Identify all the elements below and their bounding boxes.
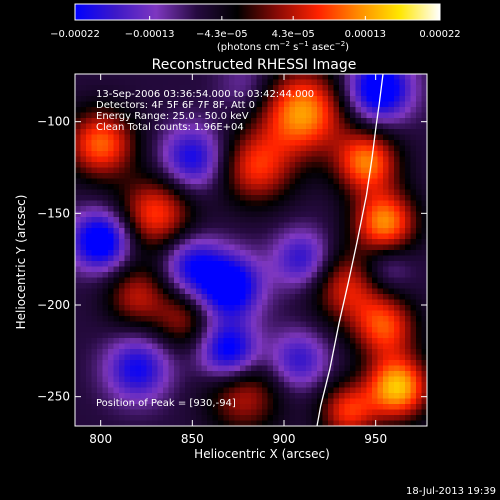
x-tick-label: 800	[89, 432, 112, 446]
solar-limb-curve	[316, 74, 384, 426]
heatmap-image	[75, 74, 427, 426]
chart-title: Reconstructed RHESSI Image	[152, 57, 357, 73]
x-axis-ticks: 800 850 900 950	[89, 74, 387, 446]
colorbar-tick-label: 0.00022	[419, 29, 460, 40]
colorbar-tick-label: −0.00013	[125, 29, 175, 40]
colorbar-gradient	[74, 3, 441, 21]
y-axis-ticks: −100 −150 −200 −250	[37, 115, 427, 404]
x-tick-label: 900	[273, 432, 296, 446]
colorbar-units: (photons cm−2 s−1 asec−2)	[217, 40, 349, 53]
colorbar-tick-label: −4.3e−05	[196, 29, 248, 40]
y-tick-label: −100	[37, 115, 70, 129]
info-total-counts: Clean Total counts: 1.96E+04	[96, 122, 244, 133]
colorbar: −0.00022 −0.00013 −4.3e−05 4.3e−05 0.00013 0.…	[50, 3, 461, 53]
y-tick-label: −250	[37, 390, 70, 404]
y-tick-label: −200	[37, 298, 70, 312]
x-axis-label: Heliocentric X (arcsec)	[194, 447, 330, 461]
plot-frame	[74, 73, 428, 427]
info-detectors: Detectors: 4F 5F 6F 7F 8F, Att 0	[96, 100, 255, 111]
generation-timestamp: 18-Jul-2013 19:39	[406, 486, 496, 497]
observation-info: 13-Sep-2006 03:36:54.000 to 03:42:44.000…	[96, 89, 314, 409]
colorbar-ticks: −0.00022 −0.00013 −4.3e−05 4.3e−05 0.00013 0.…	[50, 16, 461, 40]
info-time-range: 13-Sep-2006 03:36:54.000 to 03:42:44.000	[96, 89, 314, 100]
colorbar-tick-label: 4.3e−05	[272, 29, 315, 40]
y-axis-label: Heliocentric Y (arcsec)	[14, 195, 28, 330]
plot-area: 800 850 900 950 −100 −150 −200 −250	[37, 73, 428, 446]
colorbar-tick-label: 0.00013	[345, 29, 386, 40]
colorbar-tick-label: −0.00022	[50, 29, 100, 40]
info-energy-range: Energy Range: 25.0 - 50.0 keV	[96, 111, 249, 122]
y-tick-label: −150	[37, 206, 70, 220]
peak-position: Position of Peak = [930,-94]	[96, 398, 236, 409]
x-tick-label: 950	[364, 432, 387, 446]
x-tick-label: 850	[181, 432, 204, 446]
